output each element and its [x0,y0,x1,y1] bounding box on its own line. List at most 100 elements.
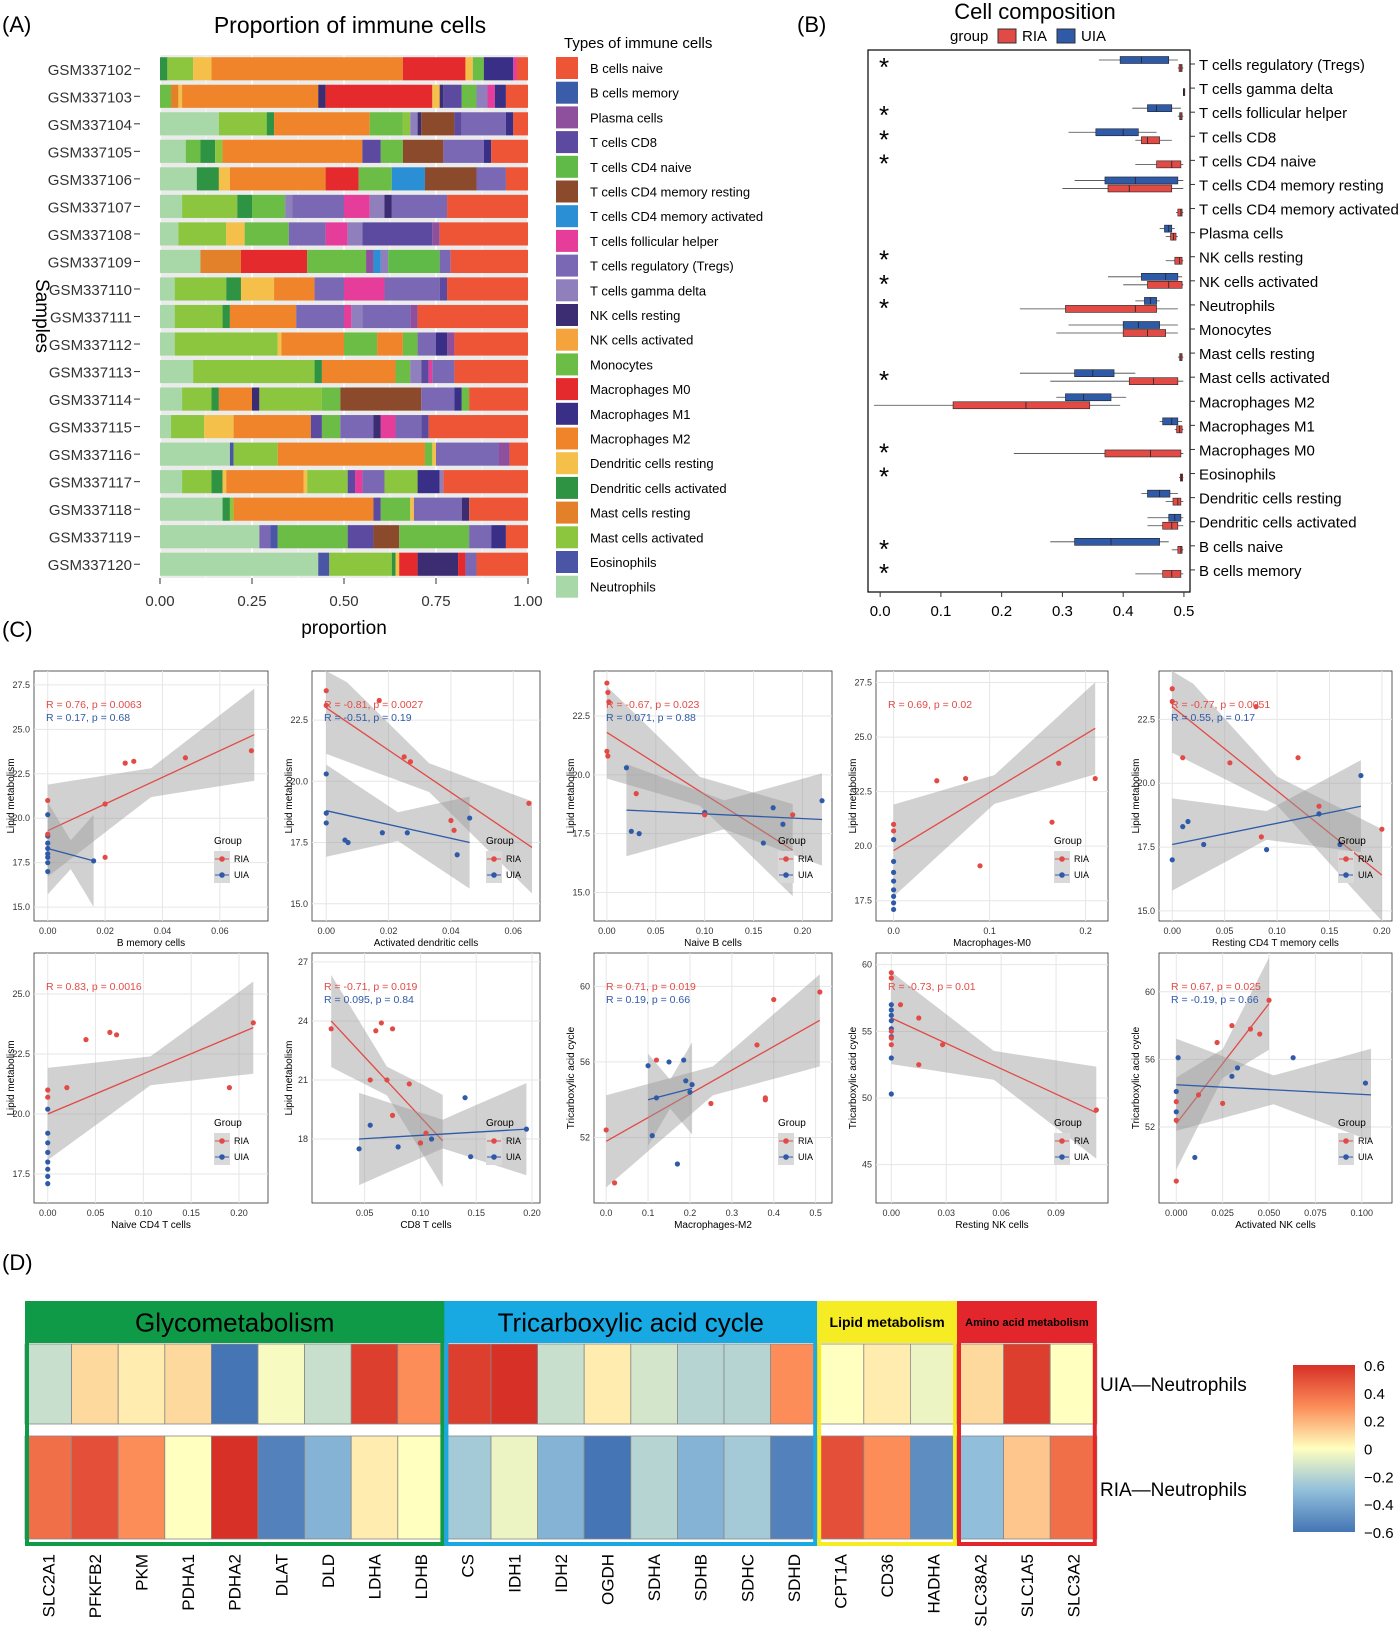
point-uia [1229,1073,1235,1079]
sample-label: GSM337105 [48,144,132,161]
y-tick-label: 60 [862,960,872,970]
gene-label: LDHB [412,1554,431,1599]
chart-title: Proportion of immune cells [214,12,486,38]
bar-segment-t-cells-regulatory-tregs [436,442,499,466]
bar-segment-t-cells-cd8 [310,415,322,439]
x-tick-label: 0.2 [991,603,1012,620]
significance-mark: * [879,269,889,299]
x-tick-label: 0.0 [600,1208,613,1218]
point-ria [916,1062,922,1068]
bar-segment-mast-cells-activated [329,552,392,576]
bar-segment-monocytes [369,112,403,136]
y-axis-label: Lipid metabolism [284,758,295,833]
point-ria [1092,775,1098,782]
sample-label: GSM337108 [48,227,132,244]
point-ria [605,689,611,696]
point-ria [407,759,414,765]
bar-segment-dendritic-cells-resting [277,332,282,356]
bar-segment-b-cells-naive [454,359,528,384]
legend-label: Macrophages M2 [590,432,690,447]
point-uia [891,893,897,899]
point-uia [45,845,51,852]
point-ria [888,1042,894,1048]
legend-title: Group [214,836,242,847]
bar-segment-monocytes [277,525,348,549]
scatter-plot-3: 0.00 0.05 0.10 0.15 0.20 15.0 17.5 20.0 22.5 R = … [566,670,833,949]
bar-segment-neutrophils [160,112,219,136]
sample-label: GSM337110 [49,282,132,299]
legend-label: UIA [506,1152,521,1162]
bar-segment-t-cells-regulatory-tregs [395,415,422,439]
x-axis-label: Macrophages-M2 [674,1220,752,1231]
x-tick-label: 0.4 [767,1208,780,1218]
legend-swatch-mast-cells-activated [556,526,578,549]
point-uia [1173,1109,1179,1115]
point-uia [628,828,634,834]
bar-segment-t-cells-gamma-delta [369,194,385,218]
legend-label: Mast cells activated [590,530,703,545]
x-tick-label: 0.00 [1163,926,1181,936]
bar-segment-mast-cells-activated [259,387,322,411]
box-ria [1156,160,1182,169]
bar-segment-b-cells-naive [491,139,528,163]
bar-segment-dendritic-cells-resting [432,84,440,108]
box-uia [1141,273,1179,281]
regression-line-ria [891,1017,1097,1114]
x-tick-label: 0.1 [983,926,996,936]
point-ria [1049,819,1055,825]
bar-segment-mast-cells-activated [402,112,411,136]
y-tick-label: 15.0 [572,887,590,897]
point-uia [636,831,642,837]
bar-segment-b-cells-naive [505,84,528,108]
regression-line-ria [325,707,533,848]
x-tick-label: 0.02 [96,926,114,936]
colorbar-tick-label: 0 [1364,1442,1372,1459]
bar-segment-t-cells-follicular-helper [325,222,348,246]
point-ria [633,791,639,797]
y-tick-label: 20.0 [1137,778,1155,788]
heatmap-cell-uia [816,1343,865,1425]
y-tick-label: 18 [298,1134,308,1144]
x-axis-label: Naive B cells [684,938,742,949]
point-ria [182,755,189,761]
point-uia [45,860,51,866]
bar-segment-monocytes [472,57,484,81]
bar-segment-t-cells-cd4-memory-activated [391,167,425,191]
point-ria [417,1140,424,1146]
legend-title: Group [778,1118,806,1129]
sample-label: GSM337103 [48,89,132,106]
y-axis-label: Tricarboxylic acid cycle [848,1026,859,1129]
group-header-lipid-metabolism [817,1301,957,1343]
category-label: B cells naive [1199,539,1283,556]
sample-label: GSM337102 [48,62,132,79]
x-tick-label: 0.000 [1165,1208,1188,1218]
category-label: T cells CD4 memory activated [1199,202,1399,219]
bar-segment-macrophages-m2 [222,139,363,163]
gene-label: PKM [133,1554,152,1591]
x-tick-label: 0.3 [1052,603,1073,620]
bar-segment-t-cells-regulatory-tregs [432,359,455,384]
bar-segment-t-cells-follicular-helper [513,57,517,81]
legend-label: RIA [234,1136,249,1146]
point-ria [131,758,137,764]
legend-label: T cells regulatory (Tregs) [590,259,734,274]
bar-segment-neutrophils [160,497,223,521]
bar-segment-t-cells-regulatory-tregs [296,304,344,329]
correlation-label-ria: R = 0.71, p = 0.019 [606,981,696,993]
bar-segment-b-cells-naive [454,332,528,356]
legend-swatch-mast-cells-resting [556,501,578,524]
x-tick-label: 0.00 [39,1208,57,1218]
point-ria [604,748,610,754]
x-axis-label: Resting CD4 T memory cells [1212,938,1339,949]
x-tick-label: 0.1 [930,603,951,620]
significance-mark: * [879,558,889,588]
correlation-label-uia: R = 0.17, p = 0.68 [46,712,130,724]
x-tick-label: 0.2 [684,1208,697,1218]
point-uia [888,1012,894,1018]
point-ria [1169,686,1175,692]
bar-segment-macrophages-m1 [483,139,492,163]
category-label: NK cells resting [1199,250,1303,267]
x-axis-label: Activated dendritic cells [374,938,479,949]
point-uia [428,1136,435,1142]
x-tick-label: 0.15 [745,926,763,936]
